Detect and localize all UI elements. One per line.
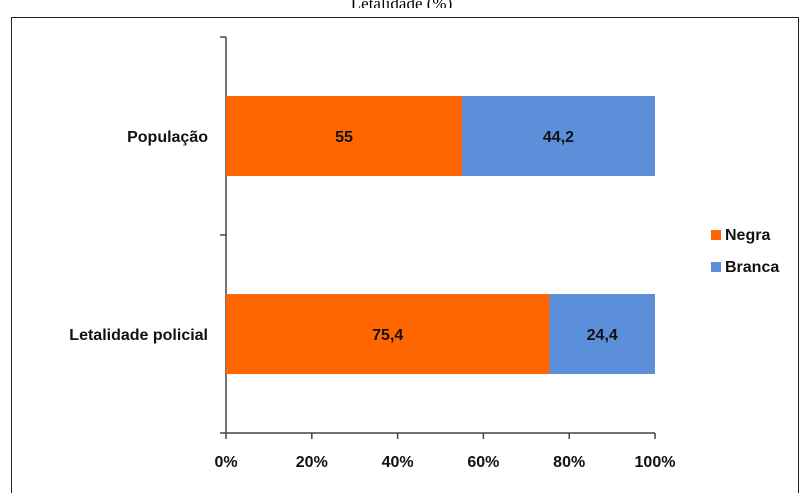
- legend-swatch-negra: [711, 230, 721, 240]
- category-label: População: [127, 129, 208, 146]
- data-label: 55: [335, 129, 353, 146]
- chart-title-fragment: Letalidade (%): [0, 0, 803, 8]
- data-label: 75,4: [372, 327, 403, 344]
- x-tick-label: 40%: [382, 454, 414, 471]
- bar-segment-branca: [549, 294, 655, 374]
- bars: População 55 44,2 Letalidade policial 75,4 24…: [69, 96, 655, 374]
- x-tick-label: 80%: [553, 454, 585, 471]
- x-tick-label: 0%: [214, 454, 237, 471]
- legend-swatch-branca: [711, 262, 721, 272]
- x-tick-label: 100%: [635, 454, 676, 471]
- x-tick-label: 20%: [296, 454, 328, 471]
- bar-segment-negra: [226, 294, 550, 374]
- chart-frame: [11, 17, 799, 493]
- legend: Negra Branca: [711, 227, 779, 276]
- legend-label: Negra: [725, 227, 770, 244]
- data-label: 44,2: [543, 129, 574, 146]
- x-tick-label: 60%: [467, 454, 499, 471]
- category-label: Letalidade policial: [69, 327, 208, 344]
- legend-label: Branca: [725, 259, 779, 276]
- bar-segment-branca: [461, 96, 655, 176]
- bar-segment-negra: [226, 96, 462, 176]
- data-label: 24,4: [587, 327, 618, 344]
